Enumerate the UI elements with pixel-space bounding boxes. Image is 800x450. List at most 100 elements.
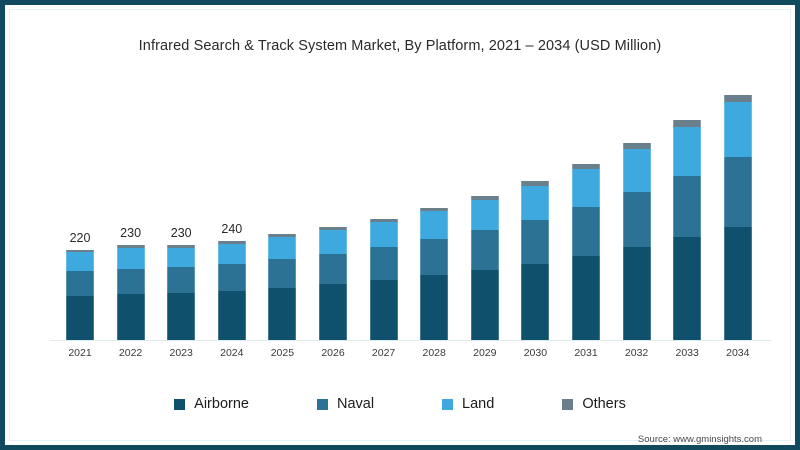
chart-title: Infrared Search & Track System Market, B… [138,38,662,54]
bar-segment-airborne [369,280,398,341]
bar-segment-land [572,168,600,208]
bar-segment-airborne [572,256,600,341]
plot-area: 220 230 230 240 [50,90,772,341]
bar-segment-naval [470,230,499,271]
bar-segment-land [521,185,550,220]
bar-segment-others [673,119,702,127]
bar-value-label: 230 [120,226,142,241]
bar-segment-others [572,163,600,169]
bar-segment-others [420,207,449,212]
bar-segment-naval [420,238,449,276]
bar-segment-airborne [66,296,94,341]
bar-segment-naval [622,192,651,248]
bar-segment-land [470,199,499,231]
bar-segment-land [420,211,449,239]
stacked-bar[interactable] [369,218,398,341]
legend-label: Others [582,396,626,412]
bar-segment-land [217,243,246,264]
bar-segment-land [673,126,702,176]
x-axis-tick-2024: 2024 [220,347,244,359]
bar-segment-naval [319,253,347,285]
stacked-bar[interactable] [167,245,196,341]
bar-segment-airborne [116,294,145,341]
bar-group [622,143,651,341]
bar-value-label: 240 [221,222,243,237]
stacked-bar[interactable] [217,241,246,341]
bar-segment-others [622,143,651,149]
x-axis-tick-2022: 2022 [118,347,143,359]
bar-group [369,218,398,341]
stacked-bar[interactable] [268,234,297,341]
bar-group: 240 [217,222,246,341]
stacked-bar[interactable] [572,163,600,341]
bar-segment-airborne [470,270,499,341]
bar-segment-naval [572,207,600,257]
stacked-bar[interactable] [622,143,651,341]
source-attribution: Source: www.gminsights.com [637,434,762,445]
stacked-bar[interactable] [66,249,94,341]
bar-group [673,119,702,341]
bar-segment-naval [673,175,702,238]
bar-segment-others [319,227,347,231]
bar-segment-airborne [268,287,297,341]
bar-segment-naval [167,266,196,294]
legend-swatch-icon [442,398,454,410]
bar-segment-others [167,245,196,248]
bar-segment-land [66,252,94,272]
bar-segment-naval [521,219,550,264]
x-axis-tick-2032: 2032 [624,347,649,359]
bar-group [268,234,297,341]
stacked-bar[interactable] [470,195,499,341]
x-axis-tick-2027: 2027 [371,347,396,359]
bar-segment-land [319,230,347,254]
x-axis-tick-2029: 2029 [473,347,497,359]
bar-group [572,163,600,341]
stacked-bar[interactable] [420,207,449,341]
bar-segment-airborne [723,227,752,341]
bar-segment-airborne [622,247,651,341]
bar-group [420,207,449,341]
legend-label: Airborne [194,396,249,412]
x-axis-tick-2034: 2034 [726,347,750,359]
bar-value-label: 230 [170,226,192,241]
legend-swatch-icon [562,398,574,410]
chart-canvas: Infrared Search & Track System Market, B… [9,9,791,445]
bar-segment-airborne [521,263,550,341]
chart-legend: Airborne Naval Land Others [10,396,790,412]
bar-segment-land [723,102,752,158]
bar-value-label: 220 [69,230,91,245]
stacked-bar[interactable] [521,181,550,341]
legend-item-others[interactable]: Others [562,396,626,412]
bar-segment-naval [217,263,246,292]
bar-segment-others [116,245,145,248]
x-axis-tick-2026: 2026 [321,347,345,359]
bar-segment-others [66,249,94,253]
bar-segment-others [369,218,398,223]
stacked-bar[interactable] [116,245,145,341]
bar-group: 220 [66,231,94,341]
bar-segment-airborne [319,284,347,341]
bar-group [521,181,550,341]
bar-group: 230 [167,226,196,341]
bar-segment-land [268,237,297,259]
bar-segment-airborne [673,237,702,341]
stacked-bar[interactable] [723,94,752,341]
legend-item-naval[interactable]: Naval [316,396,375,412]
x-axis-tick-2030: 2030 [523,347,548,359]
legend-label: Naval [336,396,375,412]
x-axis-tick-2033: 2033 [675,347,699,359]
bar-segment-airborne [217,291,246,341]
stacked-bar[interactable] [319,227,347,341]
bar-segment-naval [268,258,297,288]
x-axis-tick-2023: 2023 [169,347,193,359]
legend-item-airborne[interactable]: Airborne [174,396,249,412]
stacked-bar[interactable] [673,119,702,341]
bar-segment-others [723,94,752,103]
x-axis-tick-2028: 2028 [422,347,446,359]
bar-segment-airborne [420,275,449,341]
bar-segment-others [268,234,297,238]
legend-item-land[interactable]: Land [442,396,494,412]
bar-segment-naval [723,157,752,228]
bar-group [470,195,499,341]
